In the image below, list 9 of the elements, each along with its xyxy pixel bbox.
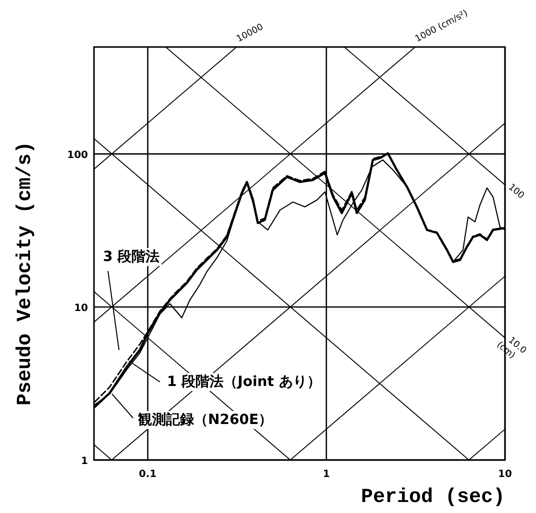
y-tick-label: 100 (67, 150, 88, 161)
y-tick-label: 10 (74, 302, 88, 314)
x-axis-title: Period (sec) (360, 486, 505, 509)
y-tick-label: 1 (81, 456, 88, 467)
x-tick-label: 10 (498, 469, 512, 480)
x-tick-label: 1 (322, 469, 330, 480)
annotation: 100 (506, 182, 526, 202)
x-tick-label: 0.1 (138, 469, 157, 480)
y-axis-title: Pseudo Velocity (cm/s) (14, 141, 37, 406)
